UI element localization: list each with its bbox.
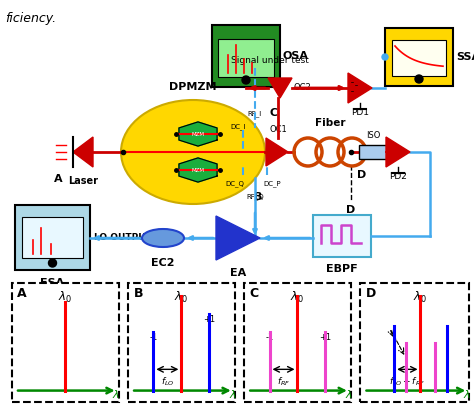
Text: A: A [17,287,27,300]
FancyBboxPatch shape [385,28,453,86]
Text: D: D [346,205,356,215]
FancyBboxPatch shape [359,145,387,159]
Text: D: D [357,170,366,180]
Text: EA: EA [230,268,246,278]
Text: OSA: OSA [283,51,309,61]
Text: EC2: EC2 [151,258,175,268]
Text: DC_I: DC_I [230,123,246,130]
Circle shape [242,76,250,84]
FancyBboxPatch shape [12,283,118,402]
FancyBboxPatch shape [15,205,90,270]
Text: SSA: SSA [456,52,474,62]
Text: OC2: OC2 [294,83,312,93]
Text: ESA: ESA [40,278,64,288]
FancyBboxPatch shape [22,217,83,258]
Text: MZM: MZM [191,131,204,137]
Text: $\lambda$: $\lambda$ [345,388,353,400]
Circle shape [382,54,388,60]
Text: RF_Q: RF_Q [246,193,264,200]
Text: $\lambda$: $\lambda$ [112,388,120,400]
Text: A: A [54,174,62,184]
Text: Fiber: Fiber [315,118,345,128]
Text: PD2: PD2 [389,172,407,181]
Text: DC_P: DC_P [263,180,281,187]
Polygon shape [348,73,372,103]
Text: $f_{LO}$: $f_{LO}$ [161,375,174,388]
Text: LO OUTPUT: LO OUTPUT [94,233,152,242]
Text: $\lambda_0$: $\lambda_0$ [291,290,304,305]
Polygon shape [266,138,288,166]
Text: PD1: PD1 [351,108,369,117]
Text: $\lambda$: $\lambda$ [228,388,237,400]
Text: MZM: MZM [191,168,204,173]
Text: DPMZM: DPMZM [169,82,217,92]
Text: Signal under test: Signal under test [231,56,309,65]
FancyBboxPatch shape [128,283,235,402]
Text: ficiency.: ficiency. [5,12,56,25]
Text: C: C [270,108,278,118]
FancyBboxPatch shape [212,25,280,87]
Polygon shape [179,158,217,182]
Polygon shape [73,137,93,167]
Ellipse shape [142,229,184,247]
Text: EBPF: EBPF [326,264,358,274]
Text: $\lambda_0$: $\lambda_0$ [58,290,72,305]
FancyBboxPatch shape [244,283,351,402]
Text: B: B [133,287,143,300]
Text: RF_I: RF_I [248,110,262,117]
FancyBboxPatch shape [218,39,274,77]
Text: -1: -1 [265,333,273,342]
Text: $\lambda$: $\lambda$ [463,388,471,400]
Polygon shape [386,137,410,167]
FancyBboxPatch shape [313,215,371,257]
Ellipse shape [121,100,265,204]
Text: DC_Q: DC_Q [225,180,244,187]
FancyBboxPatch shape [360,283,469,402]
Text: $\lambda_0$: $\lambda_0$ [413,290,428,305]
Polygon shape [216,216,260,260]
Text: B: B [254,192,262,202]
Text: $\lambda_0$: $\lambda_0$ [174,290,188,305]
Text: C: C [249,287,259,300]
Text: +1: +1 [203,316,215,325]
Text: -1: -1 [149,333,157,342]
Polygon shape [268,78,292,98]
Text: Laser: Laser [68,176,98,186]
Circle shape [48,259,56,267]
Text: +1: +1 [319,333,331,342]
Text: ISO: ISO [366,131,380,140]
Text: OC1: OC1 [269,125,287,134]
Text: $f_{RF}$: $f_{RF}$ [277,375,290,388]
FancyBboxPatch shape [392,40,446,76]
Text: $f_{LO}-f_{RF}$: $f_{LO}-f_{RF}$ [389,375,426,388]
Circle shape [415,75,423,83]
Polygon shape [179,122,217,146]
Text: D: D [366,287,376,300]
